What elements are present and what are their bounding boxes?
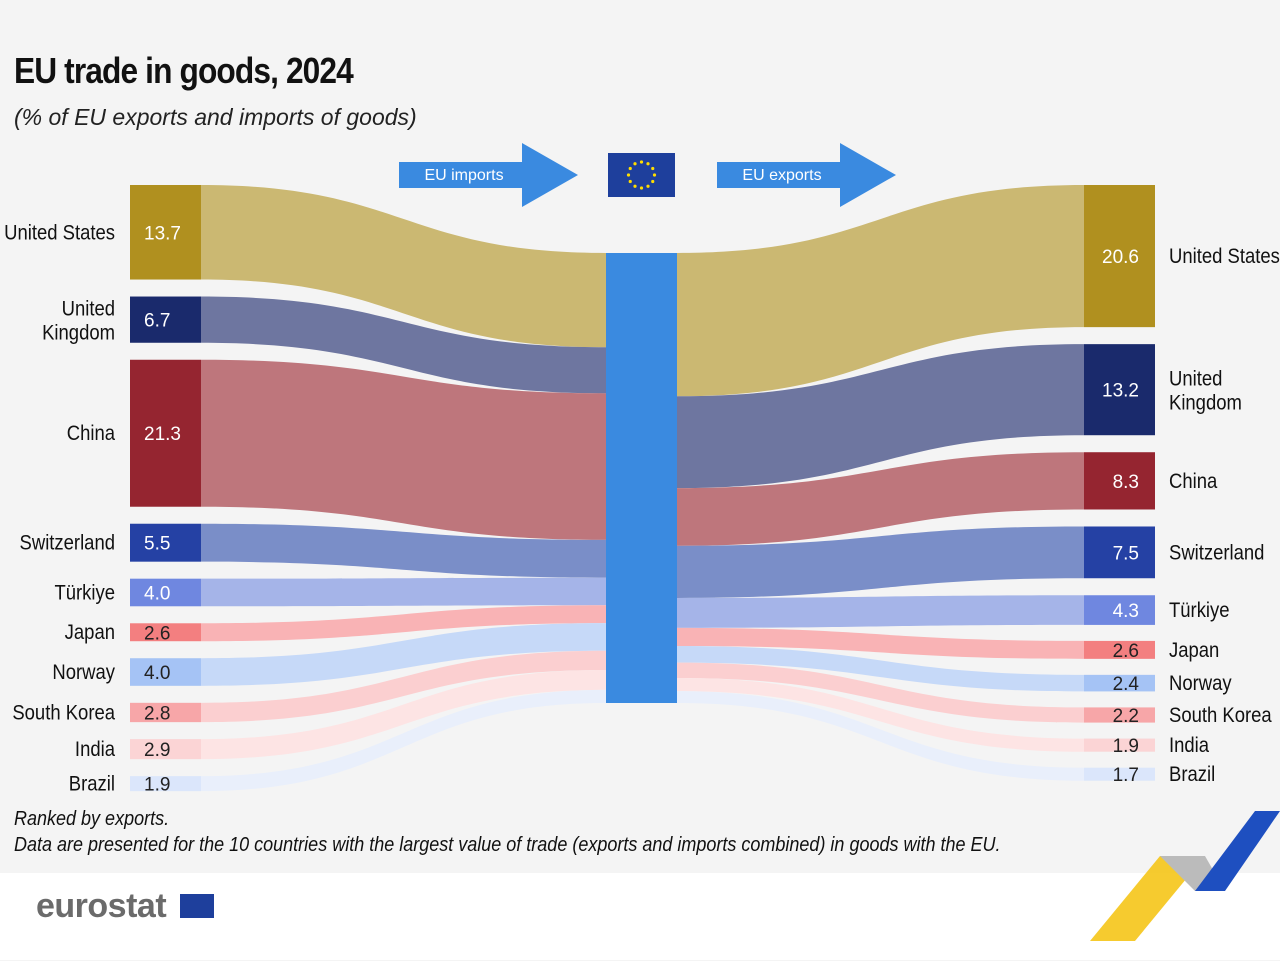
export-value: 2.6 <box>1113 641 1139 662</box>
eurostat-logo: eurostat <box>36 887 167 925</box>
import-flow-japan <box>201 605 606 642</box>
import-bar-japan <box>130 623 201 642</box>
export-flow-south-korea <box>677 662 1084 723</box>
export-value: 13.2 <box>1102 381 1139 402</box>
exports-arrow: EU exports <box>717 143 896 207</box>
import-flow-t-rkiye <box>201 577 606 607</box>
export-flow-japan <box>677 627 1084 659</box>
import-flow-china <box>201 359 606 540</box>
import-country-label: China <box>67 422 115 445</box>
export-country-label: Switzerland <box>1169 541 1264 564</box>
import-flow-india <box>201 669 606 760</box>
export-flow-india <box>677 677 1084 752</box>
import-value: 5.5 <box>144 534 170 555</box>
import-bar-united-states <box>130 185 201 280</box>
decorative-swoosh <box>1090 811 1280 941</box>
export-country-label: Norway <box>1169 672 1232 695</box>
export-flow-brazil <box>677 691 1084 781</box>
export-flow-t-rkiye <box>677 595 1084 628</box>
import-bar-china <box>130 359 201 507</box>
export-country-label: Japan <box>1169 639 1219 662</box>
export-bar-norway <box>1084 674 1155 692</box>
export-bar-switzerland <box>1084 526 1155 579</box>
import-country-label: United Kingdom <box>42 298 115 345</box>
note-coverage: Data are presented for the 10 countries … <box>14 834 1001 856</box>
import-country-label: United States <box>4 221 115 244</box>
import-country-label: Norway <box>52 661 115 684</box>
import-bar-south-korea <box>130 702 201 723</box>
export-value: 2.2 <box>1113 706 1139 727</box>
export-bar-china <box>1084 452 1155 510</box>
eu-center-bar <box>606 253 677 703</box>
import-bar-switzerland <box>130 523 201 562</box>
import-value: 2.6 <box>144 623 170 644</box>
export-bar-united-states <box>1084 185 1155 328</box>
export-country-label: United Kingdom <box>1169 368 1242 415</box>
note-ranking: Ranked by exports. <box>14 808 170 830</box>
import-country-label: India <box>75 738 115 761</box>
import-country-label: Switzerland <box>20 532 115 555</box>
import-flow-united-kingdom <box>201 296 606 394</box>
import-country-label: Brazil <box>69 773 115 796</box>
import-flow-south-korea <box>201 650 606 723</box>
sankey-chart: 13.7 20.6 United States United States 6.7 13.… <box>4 143 1280 796</box>
import-value: 2.8 <box>144 703 170 724</box>
export-country-label: Türkiye <box>1169 599 1230 622</box>
export-value: 8.3 <box>1113 472 1139 493</box>
imports-arrow: EU imports <box>399 143 578 207</box>
chart-title: EU trade in goods, 2024 <box>14 50 354 91</box>
import-bar-india <box>130 739 201 760</box>
import-bar-brazil <box>130 776 201 792</box>
export-bar-brazil <box>1084 767 1155 781</box>
import-value: 21.3 <box>144 424 181 445</box>
export-country-label: United States <box>1169 245 1280 268</box>
export-flow-united-kingdom <box>677 344 1084 489</box>
import-bar-united-kingdom <box>130 296 201 343</box>
import-value: 4.0 <box>144 583 170 604</box>
export-country-label: Brazil <box>1169 763 1215 786</box>
import-flow-brazil <box>201 689 606 792</box>
import-value: 2.9 <box>144 740 170 761</box>
exports-label: EU exports <box>742 167 821 184</box>
export-country-label: South Korea <box>1169 704 1272 727</box>
export-bar-united-kingdom <box>1084 344 1155 436</box>
imports-label: EU imports <box>424 167 503 184</box>
export-flow-china <box>677 452 1084 546</box>
import-country-label: South Korea <box>12 701 115 724</box>
import-country-label: Türkiye <box>54 581 115 604</box>
footer: eurostat <box>0 811 1280 960</box>
export-flow-united-states <box>677 185 1084 397</box>
export-value: 1.9 <box>1113 736 1139 757</box>
export-bar-t-rkiye <box>1084 595 1155 625</box>
import-country-label: Japan <box>65 621 115 644</box>
export-country-label: India <box>1169 734 1209 757</box>
export-value: 4.3 <box>1113 601 1139 622</box>
export-flow-norway <box>677 645 1084 692</box>
export-country-label: China <box>1169 470 1217 493</box>
export-bar-india <box>1084 738 1155 752</box>
export-bar-japan <box>1084 640 1155 659</box>
import-value: 1.9 <box>144 775 170 796</box>
import-bar-t-rkiye <box>130 578 201 607</box>
import-value: 4.0 <box>144 663 170 684</box>
import-value: 6.7 <box>144 311 170 332</box>
eu-flag-icon <box>180 894 214 918</box>
import-flow-switzerland <box>201 523 606 578</box>
import-flow-united-states <box>201 185 606 348</box>
export-value: 20.6 <box>1102 247 1139 268</box>
import-flow-norway <box>201 623 606 686</box>
export-value: 7.5 <box>1113 543 1139 564</box>
import-value: 13.7 <box>144 223 181 244</box>
export-flow-switzerland <box>677 526 1084 598</box>
eu-flag-icon <box>608 153 675 197</box>
export-value: 2.4 <box>1113 674 1140 695</box>
export-bar-south-korea <box>1084 707 1155 723</box>
export-value: 1.7 <box>1113 765 1139 786</box>
chart-subtitle: (% of EU exports and imports of goods) <box>14 104 417 130</box>
import-bar-norway <box>130 658 201 686</box>
